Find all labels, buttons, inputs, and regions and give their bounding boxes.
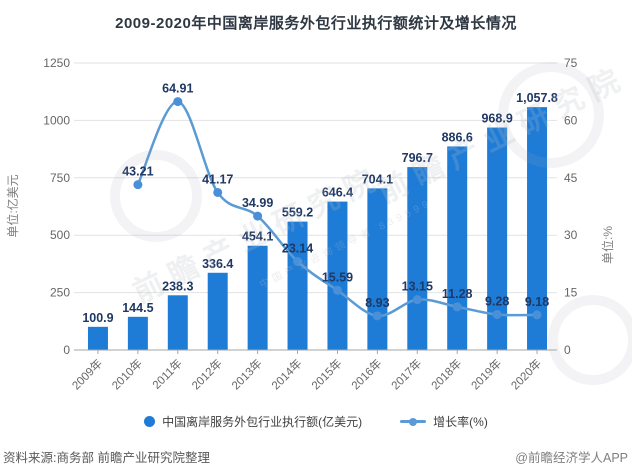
- x-axis-label: 2011年: [149, 356, 185, 392]
- x-axis-label: 2013年: [229, 356, 265, 392]
- bar: [407, 167, 428, 350]
- bar-series-marker-icon: [144, 416, 156, 427]
- bar-value-label: 646.4: [322, 186, 353, 200]
- x-axis-label: 2015年: [308, 356, 344, 392]
- left-axis-tick-label: 250: [50, 286, 70, 300]
- line-value-label: 41.17: [202, 172, 233, 186]
- bar-value-label: 336.4: [202, 257, 233, 271]
- left-axis-tick-label: 750: [50, 171, 70, 185]
- bar: [247, 245, 268, 350]
- x-axis-label: 2019年: [468, 356, 504, 392]
- legend-label: 中国离岸服务外包行业执行额(亿美元): [162, 415, 363, 429]
- bar: [207, 272, 228, 350]
- bar: [287, 221, 308, 350]
- left-axis-tick-label: 1000: [43, 113, 70, 127]
- bar-value-label: 968.9: [481, 112, 512, 126]
- bar-value-label: 238.3: [162, 279, 193, 293]
- right-axis-unit-label: 单位:%: [600, 226, 615, 264]
- line-data-point: [412, 295, 422, 305]
- bar-value-label: 559.2: [282, 206, 313, 220]
- bar: [327, 201, 348, 350]
- footer: 资料来源:商务部 前瞻产业研究院整理 @前瞻经济学人APP: [0, 447, 632, 466]
- line-data-point: [452, 302, 462, 312]
- bar: [367, 188, 388, 350]
- right-axis-tick-label: 30: [564, 228, 578, 242]
- bar-value-label: 886.6: [442, 130, 473, 144]
- growth-rate-line: [136, 100, 538, 318]
- bar-value-label: 144.5: [122, 301, 153, 315]
- bar-value-label: 796.7: [402, 151, 433, 165]
- x-axis-label: 2016年: [348, 356, 384, 392]
- right-axis-tick-label: 60: [564, 113, 578, 127]
- line-value-label: 9.28: [485, 294, 509, 308]
- bar-value-label: 704.1: [362, 172, 393, 186]
- bar: [87, 326, 108, 350]
- bar-value-label: 100.9: [82, 311, 113, 325]
- line-value-label: 34.99: [242, 196, 273, 210]
- x-axis-label: 2009年: [69, 356, 105, 392]
- line-data-point: [253, 211, 263, 221]
- line-data-point: [133, 180, 143, 190]
- right-axis-tick-label: 0: [564, 343, 571, 357]
- x-axis-label: 2020年: [508, 356, 544, 392]
- page-title: 2009-2020年中国离岸服务外包行业执行额统计及增长情况: [115, 15, 517, 32]
- line-data-point: [173, 97, 183, 107]
- line-value-label: 23.14: [282, 241, 313, 255]
- combo-chart: 0 0 250 15 500 30 750 45 1000 60 1250 75 100.9 144.5 2…: [0, 40, 632, 410]
- left-axis-tick-label: 1250: [43, 56, 70, 70]
- data-source-text: 资料来源:商务部 前瞻产业研究院整理: [3, 451, 210, 465]
- x-axis-label: 2010年: [109, 356, 145, 392]
- line-data-point: [532, 310, 542, 320]
- left-axis-tick-label: 500: [50, 228, 70, 242]
- left-axis-tick-label: 0: [63, 343, 70, 357]
- legend-label: 增长率(%): [433, 415, 488, 429]
- legend: 中国离岸服务外包行业执行额(亿美元) 增长率(%): [0, 413, 632, 430]
- x-axis-label: 2014年: [269, 356, 305, 392]
- line-value-label: 9.18: [525, 295, 549, 309]
- bar: [127, 316, 148, 350]
- x-axis-label: 2018年: [428, 356, 464, 392]
- credit-text: @前瞻经济学人APP: [515, 451, 628, 465]
- right-axis-tick-label: 15: [564, 286, 578, 300]
- line-value-label: 11.28: [442, 287, 473, 301]
- line-series-marker-icon: [400, 417, 427, 426]
- legend-item-growth-rate[interactable]: 增长率(%): [400, 413, 488, 430]
- line-value-label: 13.15: [402, 280, 433, 294]
- legend-item-execution-amount[interactable]: 中国离岸服务外包行业执行额(亿美元): [144, 413, 362, 430]
- x-axis-label: 2017年: [388, 356, 424, 392]
- x-axis-label: 2012年: [189, 356, 225, 392]
- bar: [447, 146, 468, 350]
- line-value-label: 64.91: [162, 82, 193, 96]
- line-data-point: [332, 285, 342, 295]
- bar-value-label: 454.1: [242, 230, 273, 244]
- left-axis-unit-label: 单位:亿美元: [5, 174, 20, 237]
- line-data-point: [492, 309, 502, 319]
- bar-value-label: 1,057.8: [516, 91, 558, 105]
- bar: [527, 107, 548, 350]
- chart-canvas: 0 0 250 15 500 30 750 45 1000 60 1250 75 100.9 144.5 2…: [5, 56, 615, 392]
- right-axis-tick-label: 75: [564, 56, 578, 70]
- bar: [167, 295, 188, 350]
- bar: [487, 127, 508, 350]
- line-data-point: [372, 311, 382, 321]
- line-value-label: 15.59: [322, 270, 353, 284]
- line-value-label: 43.21: [122, 165, 153, 179]
- line-data-point: [293, 256, 303, 266]
- line-value-label: 8.93: [365, 296, 389, 310]
- line-data-point: [213, 187, 223, 197]
- right-axis-tick-label: 45: [564, 171, 578, 185]
